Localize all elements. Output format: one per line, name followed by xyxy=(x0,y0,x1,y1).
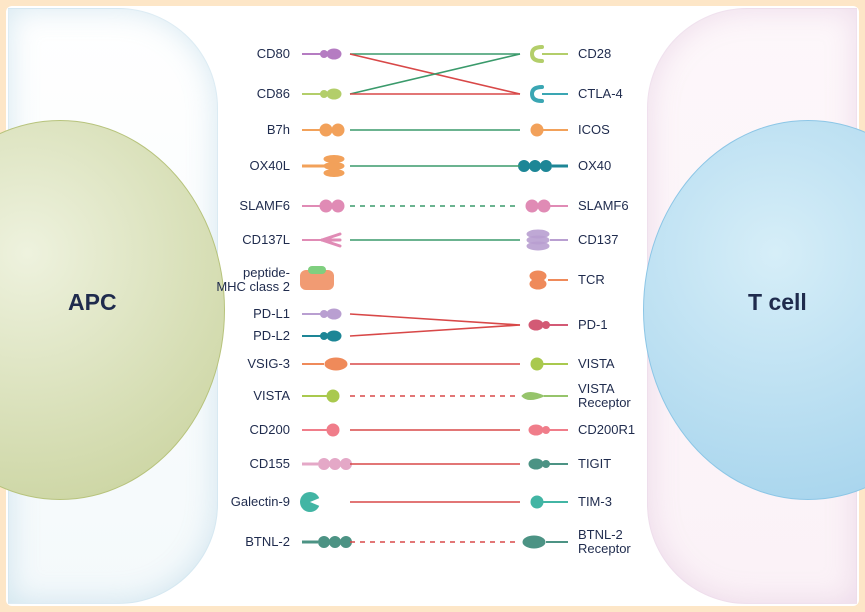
ligand-label-6: peptide- MHC class 2 xyxy=(216,266,290,294)
ligand-label-1: CD86 xyxy=(257,87,290,101)
ligand-label-12: CD155 xyxy=(250,457,290,471)
ligand-label-0: CD80 xyxy=(257,47,290,61)
ligand-label-11: CD200 xyxy=(250,423,290,437)
ligand-label-7: PD-L1 xyxy=(253,307,290,321)
ligand-label-4: SLAMF6 xyxy=(239,199,290,213)
receptor-label-8: PD-1 xyxy=(578,318,608,332)
receptor-label-13: TIM-3 xyxy=(578,495,612,509)
ligand-label-9: VSIG-3 xyxy=(247,357,290,371)
receptor-label-3: OX40 xyxy=(578,159,611,173)
receptor-label-10: VISTA Receptor xyxy=(578,382,631,410)
receptor-label-2: ICOS xyxy=(578,123,610,137)
ligand-label-2: B7h xyxy=(267,123,290,137)
connection-lines xyxy=(0,0,865,612)
ligand-label-10: VISTA xyxy=(253,389,290,403)
receptor-label-1: CTLA-4 xyxy=(578,87,623,101)
ligand-label-3: OX40L xyxy=(250,159,290,173)
receptor-label-5: CD137 xyxy=(578,233,618,247)
ligand-label-5: CD137L xyxy=(242,233,290,247)
receptor-label-6: TCR xyxy=(578,273,605,287)
receptor-label-12: TIGIT xyxy=(578,457,611,471)
receptor-label-4: SLAMF6 xyxy=(578,199,629,213)
receptor-label-11: CD200R1 xyxy=(578,423,635,437)
ligand-label-13: Galectin-9 xyxy=(231,495,290,509)
receptor-label-0: CD28 xyxy=(578,47,611,61)
ligand-label-14: BTNL-2 xyxy=(245,535,290,549)
receptor-label-9: VISTA xyxy=(578,357,615,371)
diagram-stage: APCT cellCD80CD28CD86CTLA-4B7hICOSOX40LO… xyxy=(0,0,865,612)
ligand-label-8: PD-L2 xyxy=(253,329,290,343)
receptor-label-14: BTNL-2 Receptor xyxy=(578,528,631,556)
